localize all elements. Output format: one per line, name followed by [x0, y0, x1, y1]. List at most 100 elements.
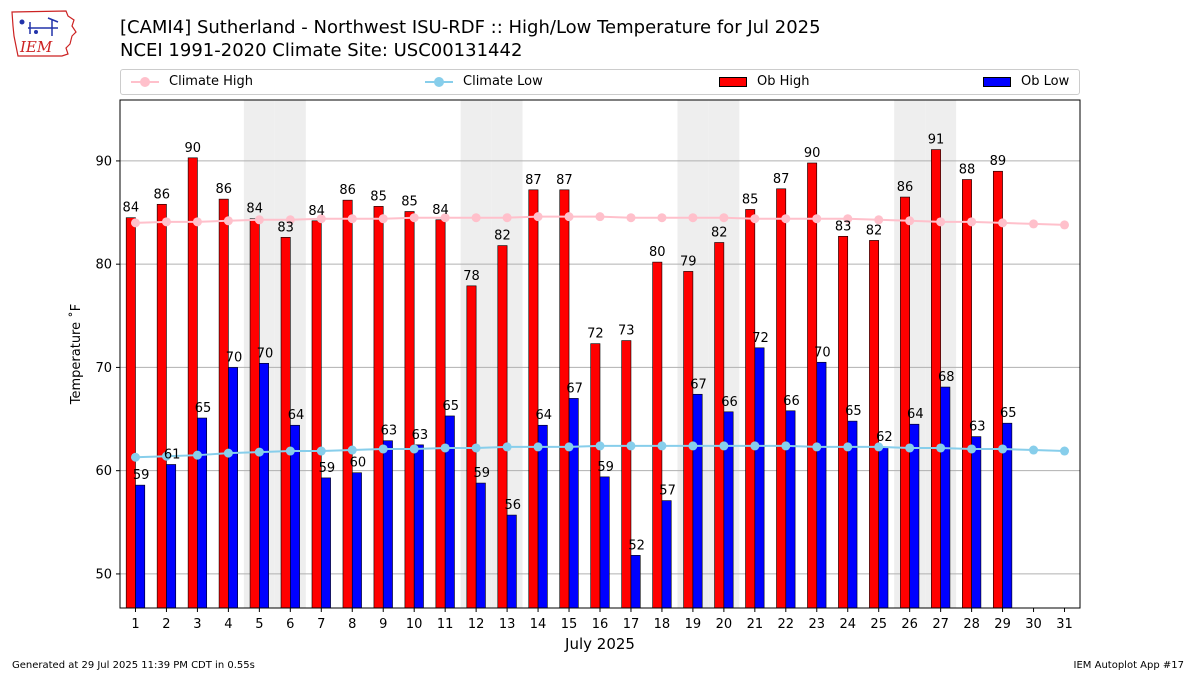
bar-ob-high-24	[838, 235, 849, 609]
bar-ob-high-19	[683, 271, 694, 609]
legend-ob-low-swatch	[983, 76, 1011, 87]
point-climate-high-5	[254, 215, 264, 225]
bar-ob-low-17	[630, 555, 641, 609]
xtick-label-5: 5	[255, 617, 263, 632]
chart-legend: Climate High Climate Low Ob High Ob Low	[120, 69, 1080, 95]
data-label-ob-low-14: 64	[535, 408, 552, 423]
chart-subtitle: NCEI 1991-2020 Climate Site: USC00131442	[120, 40, 523, 61]
bar-ob-high-9	[373, 206, 384, 609]
legend-label-climate-low: Climate Low	[463, 74, 543, 89]
point-climate-low-4	[223, 448, 233, 458]
ytick-label-50: 50	[95, 567, 112, 582]
data-label-ob-high-28: 88	[959, 163, 976, 178]
data-label-ob-high-3: 90	[184, 141, 201, 156]
bar-ob-low-13	[506, 514, 517, 609]
data-label-ob-high-24: 83	[835, 219, 852, 234]
bar-ob-high-17	[621, 340, 632, 609]
data-label-ob-high-2: 86	[154, 187, 171, 202]
bar-ob-low-23	[816, 361, 827, 609]
bar-ob-high-2	[156, 203, 167, 609]
data-label-ob-low-29: 65	[1000, 406, 1017, 421]
data-label-ob-high-10: 85	[401, 195, 418, 210]
bar-ob-low-25	[878, 446, 889, 609]
point-climate-low-29	[998, 444, 1008, 454]
xtick-label-19: 19	[685, 617, 702, 632]
bar-ob-high-1	[125, 217, 136, 609]
bar-ob-low-18	[661, 500, 672, 609]
app-credit: IEM Autoplot App #17	[1073, 660, 1184, 671]
xtick-label-1: 1	[131, 617, 139, 632]
data-label-ob-high-20: 82	[711, 225, 728, 240]
bar-ob-high-25	[869, 240, 880, 609]
data-label-ob-high-14: 87	[525, 173, 542, 188]
bar-ob-low-7	[320, 477, 331, 609]
data-label-ob-high-11: 84	[432, 203, 449, 218]
data-label-ob-high-9: 85	[370, 189, 387, 204]
data-label-ob-high-26: 86	[897, 180, 914, 195]
data-label-ob-low-13: 56	[504, 498, 521, 513]
legend-label-climate-high: Climate High	[169, 74, 254, 89]
point-climate-low-21	[750, 441, 760, 451]
point-climate-low-9	[378, 444, 388, 454]
bar-ob-high-7	[311, 220, 322, 609]
data-label-ob-low-15: 67	[566, 381, 583, 396]
xtick-label-11: 11	[437, 617, 454, 632]
xtick-label-23: 23	[809, 617, 826, 632]
data-label-ob-low-9: 63	[381, 424, 398, 439]
xtick-label-18: 18	[654, 617, 671, 632]
bar-ob-high-5	[249, 218, 260, 609]
point-climate-low-23	[812, 442, 822, 452]
bar-ob-low-5	[259, 362, 269, 609]
xtick-label-12: 12	[468, 617, 485, 632]
point-climate-high-8	[347, 214, 357, 224]
bar-ob-low-28	[971, 436, 982, 609]
xtick-label-15: 15	[561, 617, 578, 632]
generated-timestamp: Generated at 29 Jul 2025 11:39 PM CDT in…	[12, 660, 255, 671]
data-label-ob-low-28: 63	[969, 420, 986, 435]
point-climate-low-11	[440, 443, 450, 453]
data-label-ob-high-21: 85	[742, 192, 759, 207]
data-label-ob-low-7: 59	[319, 461, 336, 476]
bar-ob-low-2	[166, 464, 177, 609]
bar-ob-high-14	[528, 189, 539, 609]
legend-item-ob-high: Ob High	[719, 74, 810, 89]
data-label-ob-low-4: 70	[226, 350, 243, 365]
point-climate-low-19	[688, 441, 698, 451]
point-climate-low-30	[1029, 445, 1039, 455]
bar-ob-low-4	[228, 367, 238, 609]
data-label-ob-high-16: 72	[587, 327, 604, 342]
point-climate-high-13	[502, 213, 512, 223]
bar-ob-low-16	[599, 476, 610, 609]
chart-title: [CAMI4] Sutherland - Northwest ISU-RDF :…	[120, 17, 821, 38]
data-label-ob-low-22: 66	[783, 394, 800, 409]
data-label-ob-low-8: 60	[350, 456, 367, 471]
point-climate-low-25	[874, 442, 884, 452]
data-label-ob-high-7: 84	[308, 204, 325, 219]
data-label-ob-low-6: 64	[288, 408, 305, 423]
xtick-label-20: 20	[716, 617, 733, 632]
xtick-label-28: 28	[963, 617, 980, 632]
data-label-ob-high-13: 82	[494, 229, 511, 244]
point-climate-high-22	[781, 214, 791, 224]
point-climate-high-2	[161, 217, 171, 227]
bar-ob-high-23	[807, 162, 818, 609]
point-climate-low-1	[130, 452, 140, 462]
xtick-label-8: 8	[348, 617, 356, 632]
point-climate-high-19	[688, 213, 698, 223]
point-climate-low-15	[564, 442, 574, 452]
xtick-label-29: 29	[994, 617, 1011, 632]
point-climate-low-10	[409, 444, 419, 454]
data-label-ob-low-21: 72	[752, 331, 769, 346]
point-climate-high-10	[409, 213, 419, 223]
bar-ob-high-20	[714, 242, 725, 609]
bar-ob-high-13	[497, 245, 508, 609]
data-label-ob-high-27: 91	[928, 133, 945, 148]
data-label-ob-low-5: 70	[257, 346, 274, 361]
point-climate-low-22	[781, 441, 791, 451]
xtick-label-27: 27	[932, 617, 949, 632]
xtick-label-31: 31	[1056, 617, 1073, 632]
data-label-ob-low-24: 65	[845, 404, 862, 419]
data-label-ob-high-6: 83	[277, 220, 294, 235]
ytick-label-60: 60	[95, 464, 112, 479]
